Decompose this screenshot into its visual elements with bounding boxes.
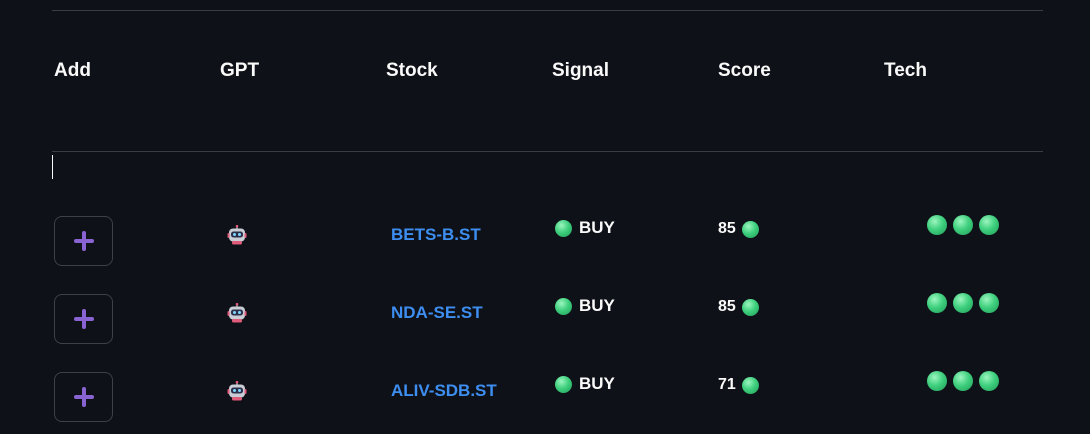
stock-link[interactable]: NDA-SE.ST <box>391 303 483 322</box>
column-header-stock: Stock <box>386 60 438 81</box>
column-header-score: Score <box>718 60 771 81</box>
signal-cell: BUY <box>555 296 615 316</box>
plus-icon <box>73 387 94 407</box>
score-value: 85 <box>718 298 736 315</box>
signal-cell: BUY <box>555 374 615 394</box>
score-cell: 85 <box>718 297 759 317</box>
column-header-add: Add <box>54 60 91 81</box>
score-status-dot <box>741 220 759 238</box>
plus-icon <box>73 231 94 251</box>
score-value: 85 <box>718 220 736 237</box>
score-status-dot <box>741 298 759 316</box>
stock-link[interactable]: BETS-B.ST <box>391 225 481 244</box>
signal-status-dot <box>555 297 572 315</box>
column-header-gpt: GPT <box>220 60 260 81</box>
stock-link[interactable]: ALIV-SDB.ST <box>391 381 497 400</box>
tech-dot <box>979 371 999 391</box>
score-status-dot <box>741 376 759 394</box>
text-cursor <box>52 155 53 179</box>
robot-icon[interactable] <box>227 225 247 245</box>
tech-indicators <box>927 293 999 313</box>
tech-dot <box>953 215 973 235</box>
score-cell: 85 <box>718 219 759 239</box>
table-row: ALIV-SDB.ST BUY 71 <box>0 356 1090 434</box>
score-cell: 71 <box>718 375 759 395</box>
tech-dot <box>927 293 947 313</box>
tech-dot <box>953 293 973 313</box>
table-row: BETS-B.ST BUY 85 <box>0 200 1090 278</box>
tech-dot <box>927 215 947 235</box>
add-stock-button[interactable] <box>54 216 113 266</box>
table-row: NDA-SE.ST BUY 85 <box>0 278 1090 356</box>
signal-cell: BUY <box>555 218 615 238</box>
column-header-tech: Tech <box>884 60 927 81</box>
robot-icon[interactable] <box>227 381 247 401</box>
tech-indicators <box>927 371 999 391</box>
tech-dot <box>927 371 947 391</box>
score-value: 71 <box>718 376 736 393</box>
tech-indicators <box>927 215 999 235</box>
signal-label: BUY <box>579 374 615 393</box>
robot-icon[interactable] <box>227 303 247 323</box>
signal-label: BUY <box>579 296 615 315</box>
header-divider <box>52 151 1043 152</box>
top-divider <box>52 10 1043 11</box>
tech-dot <box>953 371 973 391</box>
plus-icon <box>73 309 94 329</box>
add-stock-button[interactable] <box>54 372 113 422</box>
signal-status-dot <box>555 219 572 237</box>
add-stock-button[interactable] <box>54 294 113 344</box>
column-header-signal: Signal <box>552 60 610 81</box>
signal-label: BUY <box>579 218 615 237</box>
signal-status-dot <box>555 375 572 393</box>
tech-dot <box>979 215 999 235</box>
tech-dot <box>979 293 999 313</box>
